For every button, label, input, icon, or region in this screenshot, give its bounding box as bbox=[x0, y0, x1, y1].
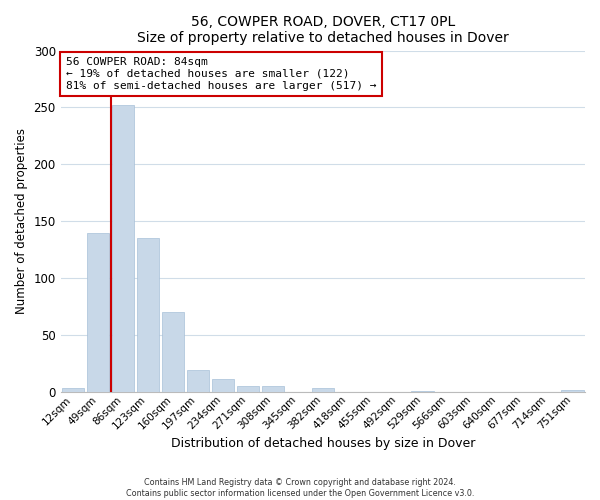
Y-axis label: Number of detached properties: Number of detached properties bbox=[15, 128, 28, 314]
Bar bbox=[412, 390, 434, 392]
Bar bbox=[236, 386, 259, 392]
Bar bbox=[112, 105, 134, 392]
Bar bbox=[212, 380, 234, 392]
Bar bbox=[137, 238, 159, 392]
Bar bbox=[262, 386, 284, 392]
Bar bbox=[87, 232, 109, 392]
Bar bbox=[62, 388, 85, 392]
Title: 56, COWPER ROAD, DOVER, CT17 0PL
Size of property relative to detached houses in: 56, COWPER ROAD, DOVER, CT17 0PL Size of… bbox=[137, 15, 509, 45]
Bar bbox=[311, 388, 334, 392]
Text: Contains HM Land Registry data © Crown copyright and database right 2024.
Contai: Contains HM Land Registry data © Crown c… bbox=[126, 478, 474, 498]
Bar bbox=[561, 390, 584, 392]
Bar bbox=[187, 370, 209, 392]
Bar bbox=[162, 312, 184, 392]
X-axis label: Distribution of detached houses by size in Dover: Distribution of detached houses by size … bbox=[170, 437, 475, 450]
Text: 56 COWPER ROAD: 84sqm
← 19% of detached houses are smaller (122)
81% of semi-det: 56 COWPER ROAD: 84sqm ← 19% of detached … bbox=[66, 58, 376, 90]
